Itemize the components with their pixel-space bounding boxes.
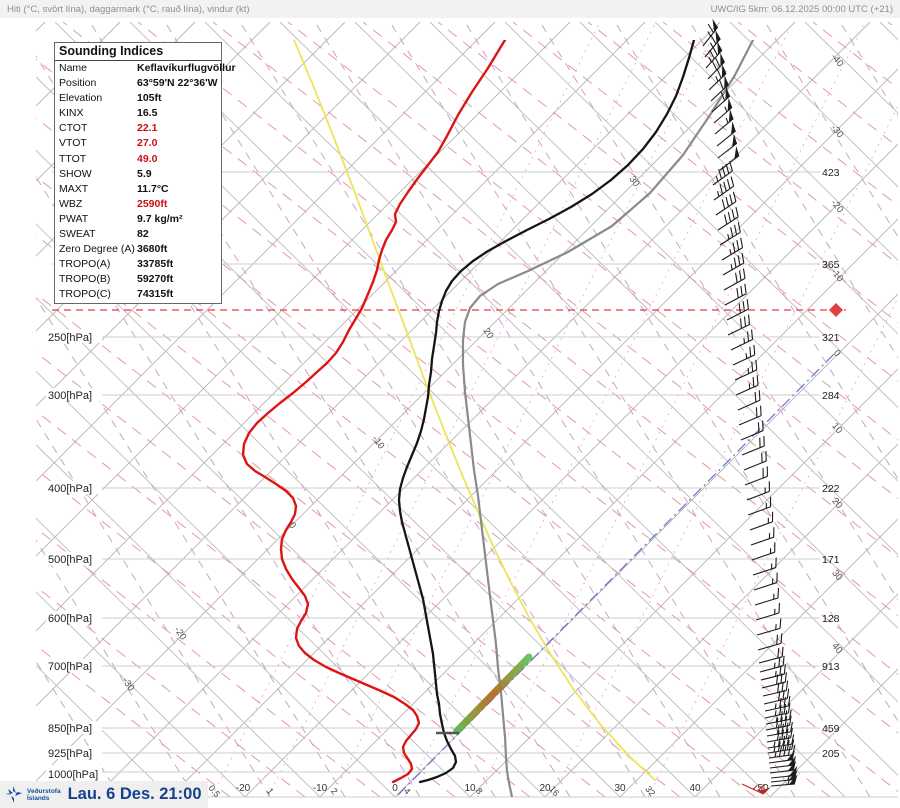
background-grid <box>36 22 898 797</box>
svg-text:250[hPa]: 250[hPa] <box>48 332 92 344</box>
sounding-indices-panel: Sounding Indices Name Keflavíkurflugvöllu… <box>54 42 236 304</box>
sounding-indices-title: Sounding Indices <box>55 43 221 61</box>
valid-time-label: Lau. 6 Des. 21:00 <box>67 785 202 803</box>
header-right-label: UWC/IG 5km: 06.12.2025 00:00 UTC (+21) <box>710 3 893 15</box>
svg-text:20: 20 <box>539 783 551 794</box>
svg-text:500[hPa]: 500[hPa] <box>48 554 92 566</box>
svg-text:700[hPa]: 700[hPa] <box>48 661 92 673</box>
indices-row: SHOW 5.9 <box>59 167 152 180</box>
indices-row: TROPO(A) 33785ft <box>59 258 174 271</box>
indices-row: WBZ 2590ft <box>59 197 168 210</box>
svg-text:-20: -20 <box>236 783 251 794</box>
indices-row: Position 63°59'N 22°36'W <box>59 77 218 90</box>
svg-text:16: 16 <box>547 784 561 798</box>
compass-logo-icon <box>5 785 22 803</box>
svg-text:20: 20 <box>481 326 496 341</box>
svg-text:8: 8 <box>474 786 485 796</box>
indices-row: VTOT 27.0 <box>59 137 158 150</box>
svg-text:913: 913 <box>822 661 840 673</box>
svg-text:1: 1 <box>265 786 276 796</box>
svg-text:0: 0 <box>286 520 298 531</box>
svg-text:30: 30 <box>614 783 626 794</box>
indices-row: Zero Degree (A) 3680ft <box>59 243 168 256</box>
svg-text:205: 205 <box>822 748 840 760</box>
indices-row: Name Keflavíkurflugvöllur <box>59 62 236 74</box>
svg-text:32: 32 <box>643 784 657 798</box>
indices-row: CTOT 22.1 <box>59 122 158 135</box>
indices-row: MAXT 11.7°C <box>59 182 169 195</box>
indices-row: Elevation 105ft <box>59 92 162 105</box>
wind-barbs <box>702 18 798 795</box>
svg-text:50: 50 <box>757 783 769 794</box>
svg-text:30: 30 <box>627 174 642 189</box>
met-office-logo-text: Veðurstofa Íslands <box>27 787 61 802</box>
indices-row: TROPO(C) 74315ft <box>59 288 174 301</box>
sounding-curves <box>241 40 755 797</box>
indices-row: KINX 16.5 <box>59 107 158 120</box>
svg-text:600[hPa]: 600[hPa] <box>48 613 92 625</box>
svg-text:222: 222 <box>822 483 840 495</box>
svg-text:4: 4 <box>402 786 413 796</box>
indices-row: SWEAT 82 <box>59 228 149 241</box>
svg-text:300[hPa]: 300[hPa] <box>48 390 92 402</box>
footer-bar: Veðurstofa Íslands Lau. 6 Des. 21:00 <box>0 781 208 808</box>
indices-row: TROPO(B) 59270ft <box>59 273 174 286</box>
sounding-indices-table: Name Keflavíkurflugvöllur Position 63°59'N … <box>55 61 236 303</box>
svg-text:365: 365 <box>822 259 840 271</box>
svg-text:1000[hPa]: 1000[hPa] <box>48 769 98 781</box>
svg-text:2: 2 <box>329 786 340 796</box>
svg-text:40: 40 <box>689 783 701 794</box>
header-bar: Hiti (°C, svört lína), daggarmark (°C, r… <box>0 0 900 18</box>
svg-text:128: 128 <box>822 613 840 625</box>
svg-text:321: 321 <box>822 332 840 344</box>
indices-row: TTOT 49.0 <box>59 152 158 165</box>
svg-text:459: 459 <box>822 723 840 735</box>
svg-text:0: 0 <box>831 348 843 359</box>
svg-text:171: 171 <box>822 554 840 566</box>
svg-text:925[hPa]: 925[hPa] <box>48 748 92 760</box>
met-office-logo: Veðurstofa Íslands <box>3 784 61 806</box>
svg-text:-10: -10 <box>313 783 328 794</box>
svg-text:284: 284 <box>822 390 840 402</box>
svg-text:850[hPa]: 850[hPa] <box>48 723 92 735</box>
svg-text:423: 423 <box>822 167 840 179</box>
svg-text:0: 0 <box>392 783 398 794</box>
header-left-label: Hiti (°C, svört lína), daggarmark (°C, r… <box>7 3 250 15</box>
svg-text:400[hPa]: 400[hPa] <box>48 483 92 495</box>
indices-row: PWAT 9.7 kg/m² <box>59 212 183 225</box>
svg-text:10: 10 <box>464 783 476 794</box>
